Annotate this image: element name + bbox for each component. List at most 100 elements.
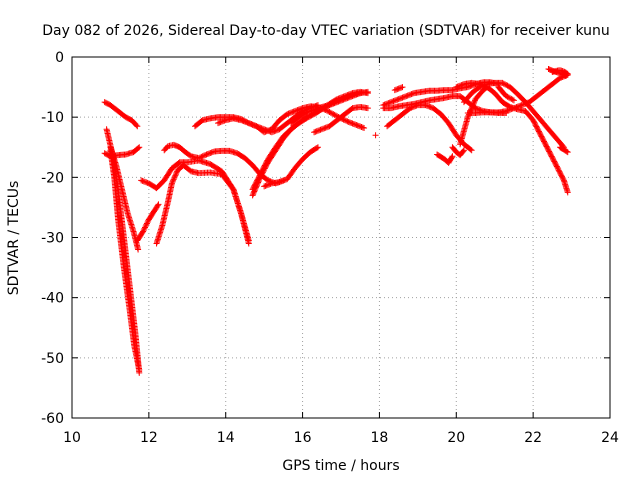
data-point [220,118,227,125]
data-point [387,99,394,106]
data-point [216,119,223,126]
data-point [249,186,256,193]
data-point [394,96,401,103]
data-point [134,123,141,130]
data-point [256,172,263,179]
data-point [256,173,263,180]
data-point [290,108,297,115]
data-point [257,171,264,178]
data-point [339,97,346,104]
x-tick-label: 12 [140,430,158,446]
data-point [341,96,348,103]
data-point [332,112,339,119]
data-point [135,145,142,152]
data-point [272,127,279,134]
series-track-23 [449,144,467,159]
data-point [546,149,553,156]
data-point [313,105,320,112]
data-point [279,178,286,185]
data-point [354,91,361,98]
data-point [564,189,571,196]
data-point [355,90,362,97]
data-point [250,191,257,198]
data-point [291,108,298,115]
data-point [250,185,257,192]
data-point [320,125,327,132]
x-tick-label: 18 [371,430,389,446]
series-track-2 [103,126,143,376]
data-point [391,87,398,94]
data-point [314,144,321,151]
data-points [101,66,571,376]
data-point [505,94,512,101]
data-point [399,94,406,101]
data-point [314,105,321,112]
data-point [546,148,553,155]
data-point [263,128,270,135]
data-point [229,185,236,192]
data-point [263,160,270,167]
data-point [263,182,270,189]
data-point [293,107,300,114]
data-point [254,176,261,183]
data-point [507,95,514,102]
data-point [558,173,565,180]
series-track-17 [372,132,379,139]
data-point [518,102,525,109]
data-point [199,153,206,160]
data-point [143,220,150,227]
data-point [316,127,323,134]
data-point [343,95,350,102]
data-point [476,81,483,88]
series-track-31 [557,144,571,156]
data-point [558,172,565,179]
data-point [262,161,269,168]
data-point [316,104,323,111]
data-point [423,102,430,109]
data-point [286,110,293,117]
data-point [509,96,516,103]
data-point [276,179,283,186]
data-point [516,103,523,110]
data-point [280,177,287,184]
data-point [354,122,361,129]
data-point [399,84,406,91]
data-point [260,165,267,172]
data-point [240,118,247,125]
data-point [537,130,544,137]
data-point [468,147,475,154]
data-point [241,118,248,125]
data-point [249,192,256,199]
data-point [559,174,566,181]
data-point [139,177,146,184]
data-point [504,93,511,100]
data-point [557,171,564,178]
data-point [394,86,401,93]
data-point [501,81,508,88]
data-point [395,85,402,92]
data-point [251,182,258,189]
data-point [510,97,517,104]
series-track-26 [453,79,571,196]
data-point [564,70,571,77]
data-point [255,175,262,182]
data-point [307,113,314,120]
series-track-1 [101,99,141,130]
data-point [542,140,549,147]
data-point [532,122,539,129]
data-point [469,102,476,109]
data-point [538,133,545,140]
data-point [393,97,400,104]
data-point [215,120,222,127]
data-point [343,117,350,124]
data-point [355,122,362,129]
data-point [536,129,543,136]
data-point [521,101,528,108]
series-track-11 [215,103,368,136]
series-track-21 [391,84,406,94]
data-point [245,237,252,244]
series-track-30 [549,67,571,77]
data-point [294,107,301,114]
axis-ticks: 10 12 14 16 18 20 22 24 0 -10 -20 -30 -40 -50 -60 [41,50,619,446]
data-point [505,107,512,114]
